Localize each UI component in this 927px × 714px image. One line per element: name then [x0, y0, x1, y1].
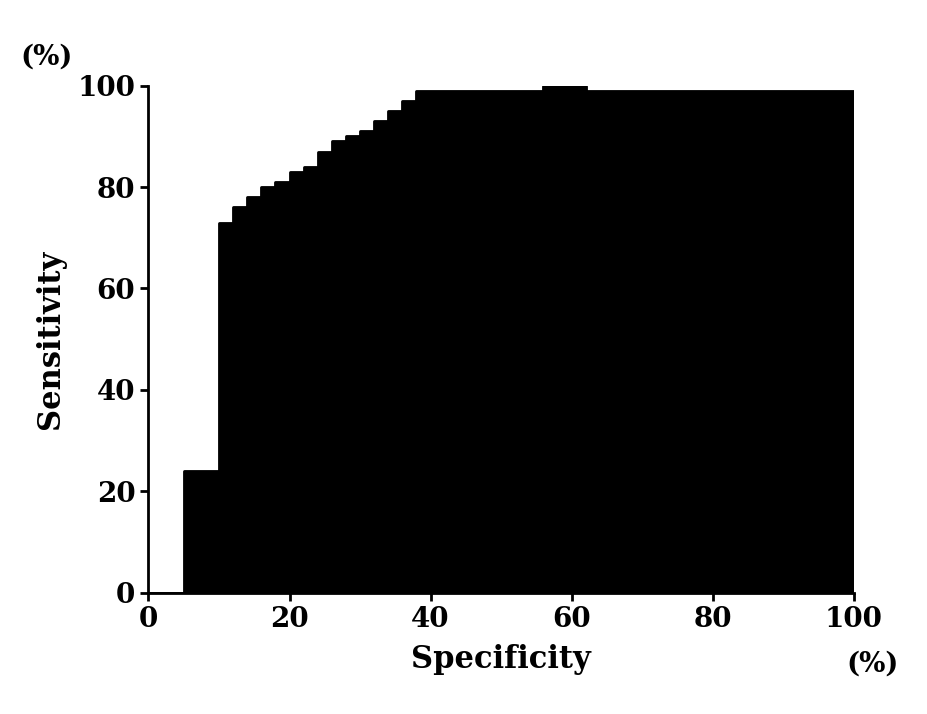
Text: (%): (%)	[20, 44, 72, 71]
X-axis label: Specificity: Specificity	[411, 644, 590, 675]
Y-axis label: Sensitivity: Sensitivity	[35, 249, 66, 429]
Polygon shape	[148, 86, 853, 593]
Text: (%): (%)	[845, 650, 897, 678]
